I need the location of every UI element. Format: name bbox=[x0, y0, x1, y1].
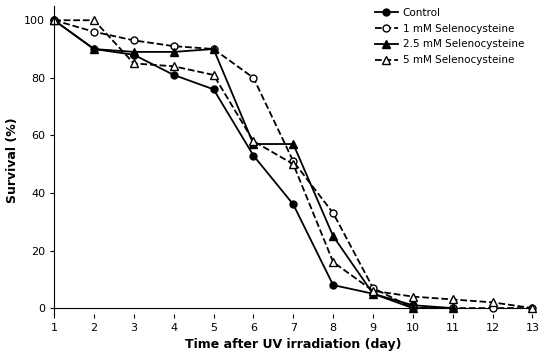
5 mM Selenocysteine bbox=[489, 300, 496, 305]
Control bbox=[410, 303, 416, 307]
1 mM Selenocysteine bbox=[450, 306, 456, 310]
5 mM Selenocysteine bbox=[51, 18, 57, 22]
5 mM Selenocysteine bbox=[210, 73, 217, 77]
1 mM Selenocysteine bbox=[489, 306, 496, 310]
1 mM Selenocysteine bbox=[330, 211, 336, 215]
5 mM Selenocysteine bbox=[90, 18, 97, 22]
X-axis label: Time after UV irradiation (day): Time after UV irradiation (day) bbox=[185, 338, 402, 351]
5 mM Selenocysteine bbox=[410, 295, 416, 299]
2.5 mM Selenocysteine bbox=[250, 142, 257, 146]
Control bbox=[250, 154, 257, 158]
1 mM Selenocysteine bbox=[290, 159, 296, 164]
5 mM Selenocysteine bbox=[171, 64, 177, 69]
2.5 mM Selenocysteine bbox=[131, 50, 137, 54]
Control bbox=[210, 87, 217, 91]
1 mM Selenocysteine bbox=[410, 306, 416, 310]
2.5 mM Selenocysteine bbox=[210, 47, 217, 51]
Control bbox=[330, 283, 336, 287]
2.5 mM Selenocysteine bbox=[51, 18, 57, 22]
Control bbox=[90, 47, 97, 51]
1 mM Selenocysteine bbox=[131, 38, 137, 42]
2.5 mM Selenocysteine bbox=[410, 306, 416, 310]
1 mM Selenocysteine bbox=[370, 286, 376, 290]
5 mM Selenocysteine bbox=[250, 139, 257, 143]
Control bbox=[450, 306, 456, 310]
1 mM Selenocysteine bbox=[171, 44, 177, 48]
1 mM Selenocysteine bbox=[529, 306, 536, 310]
Control bbox=[131, 52, 137, 57]
2.5 mM Selenocysteine bbox=[370, 292, 376, 296]
1 mM Selenocysteine bbox=[90, 30, 97, 34]
Line: Control: Control bbox=[51, 17, 456, 312]
Legend: Control, 1 mM Selenocysteine, 2.5 mM Selenocysteine, 5 mM Selenocysteine: Control, 1 mM Selenocysteine, 2.5 mM Sel… bbox=[372, 5, 527, 68]
2.5 mM Selenocysteine bbox=[330, 234, 336, 238]
Control bbox=[290, 202, 296, 207]
2.5 mM Selenocysteine bbox=[171, 50, 177, 54]
5 mM Selenocysteine bbox=[290, 162, 296, 166]
5 mM Selenocysteine bbox=[330, 260, 336, 264]
Control bbox=[370, 292, 376, 296]
2.5 mM Selenocysteine bbox=[290, 142, 296, 146]
Line: 1 mM Selenocysteine: 1 mM Selenocysteine bbox=[51, 17, 536, 312]
Line: 2.5 mM Selenocysteine: 2.5 mM Selenocysteine bbox=[50, 16, 457, 312]
2.5 mM Selenocysteine bbox=[450, 306, 456, 310]
1 mM Selenocysteine bbox=[210, 47, 217, 51]
5 mM Selenocysteine bbox=[131, 61, 137, 66]
Y-axis label: Survival (%): Survival (%) bbox=[5, 117, 19, 203]
Control bbox=[51, 18, 57, 22]
1 mM Selenocysteine bbox=[51, 18, 57, 22]
Line: 5 mM Selenocysteine: 5 mM Selenocysteine bbox=[50, 16, 537, 312]
Control bbox=[171, 73, 177, 77]
5 mM Selenocysteine bbox=[370, 289, 376, 293]
5 mM Selenocysteine bbox=[450, 297, 456, 302]
1 mM Selenocysteine bbox=[250, 76, 257, 80]
2.5 mM Selenocysteine bbox=[90, 47, 97, 51]
5 mM Selenocysteine bbox=[529, 306, 536, 310]
